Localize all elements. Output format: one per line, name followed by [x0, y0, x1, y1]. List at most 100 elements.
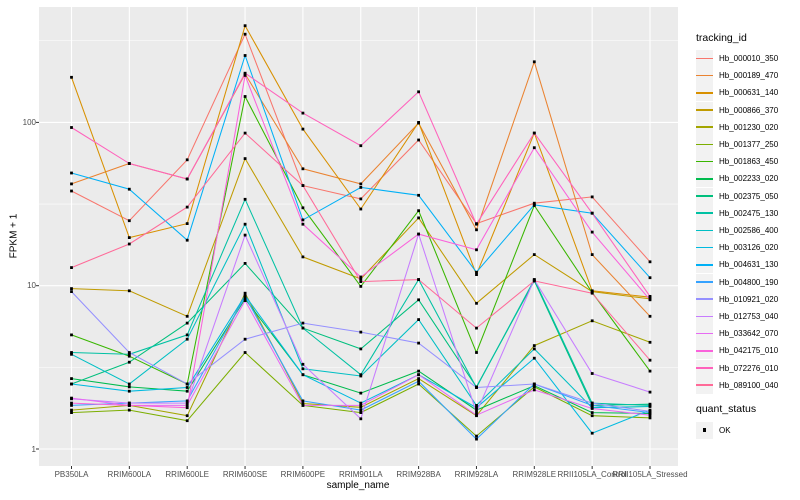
- data-point: [243, 71, 247, 75]
- data-point: [301, 218, 305, 222]
- legend-line-icon: [696, 126, 713, 129]
- data-point: [359, 401, 363, 405]
- legend-label-Hb_072276_010: Hb_072276_010: [719, 363, 779, 373]
- legend-label-Hb_042175_010: Hb_042175_010: [719, 346, 779, 356]
- legend-line-icon: [696, 109, 713, 111]
- data-point: [359, 347, 363, 351]
- data-point: [70, 266, 73, 269]
- legend-key-Hb_003126_020: [696, 239, 713, 257]
- data-point: [417, 278, 420, 281]
- legend-label-Hb_002475_130: Hb_002475_130: [719, 208, 779, 218]
- data-point: [590, 253, 594, 256]
- data-point: [243, 157, 247, 160]
- data-point: [648, 416, 652, 420]
- data-point: [532, 356, 536, 360]
- data-point: [475, 411, 478, 414]
- data-point: [648, 340, 652, 344]
- legend-key-Hb_004631_130: [696, 256, 713, 274]
- data-point: [359, 275, 363, 279]
- legend-line-icon: [696, 57, 713, 60]
- data-point: [243, 233, 247, 237]
- ok-point-icon: [702, 428, 707, 432]
- data-point: [475, 408, 478, 412]
- data-point: [301, 206, 305, 210]
- legend-line-icon: [696, 160, 713, 163]
- data-point: [243, 74, 247, 77]
- legend-key-Hb_000631_140: [696, 84, 713, 102]
- data-point: [301, 399, 305, 403]
- data-point: [359, 404, 363, 407]
- legend-label-Hb_003126_020: Hb_003126_020: [719, 243, 779, 253]
- data-point: [532, 279, 536, 283]
- x-axis-title: sample_name: [326, 480, 390, 491]
- legend-title: tracking_id: [696, 32, 747, 44]
- data-point: [359, 391, 363, 395]
- data-point: [590, 431, 594, 435]
- x-tick-label-RRII105LA_Stressed: RRII105LA_Stressed: [612, 470, 688, 479]
- x-tick-label-RRIM600LA: RRIM600LA: [107, 470, 152, 479]
- legend-key-Hb_002586_400: [696, 222, 713, 239]
- data-point: [648, 410, 652, 413]
- data-point: [70, 290, 73, 293]
- data-point: [532, 347, 536, 351]
- legend-label-Hb_012753_040: Hb_012753_040: [719, 312, 779, 321]
- data-point: [590, 195, 594, 199]
- data-point: [70, 287, 73, 290]
- data-point: [301, 255, 305, 259]
- data-point: [590, 291, 594, 295]
- data-point: [243, 32, 247, 36]
- data-point: [185, 414, 189, 418]
- data-point: [417, 318, 420, 321]
- data-point: [243, 297, 247, 301]
- data-point: [301, 222, 305, 226]
- data-point: [648, 369, 652, 373]
- data-point: [359, 330, 363, 334]
- data-point: [590, 414, 594, 418]
- data-point: [417, 232, 420, 236]
- data-point: [301, 373, 305, 377]
- data-point: [127, 401, 131, 405]
- x-tick-label-RRIM928LE: RRIM928LE: [512, 470, 557, 479]
- data-point: [475, 301, 478, 305]
- data-point: [359, 277, 363, 281]
- legend-key-Hb_010921_020: [696, 290, 713, 308]
- legend-key-Hb_000189_470: [696, 67, 713, 85]
- data-point: [417, 341, 420, 345]
- data-point: [475, 326, 478, 330]
- legend-line-icon: [696, 298, 713, 301]
- data-point: [648, 298, 652, 302]
- legend-label-Hb_002233_020: Hb_002233_020: [719, 174, 779, 184]
- legend-line-icon: [696, 92, 713, 94]
- data-point: [532, 60, 536, 64]
- data-point: [417, 373, 420, 377]
- data-point: [417, 138, 420, 142]
- data-point: [185, 205, 189, 209]
- data-point: [185, 158, 189, 162]
- legend-line-icon: [696, 367, 713, 369]
- data-point: [417, 209, 420, 213]
- y-tick-label: 100: [22, 117, 36, 127]
- data-point: [185, 419, 189, 423]
- data-point: [185, 389, 189, 393]
- data-point: [243, 54, 247, 57]
- data-point: [648, 260, 652, 264]
- data-point: [475, 351, 478, 354]
- data-point: [590, 230, 594, 234]
- data-point: [127, 385, 131, 389]
- data-point: [359, 417, 363, 421]
- legend-label-Hb_002375_050: Hb_002375_050: [719, 191, 779, 201]
- legend-label-Hb_004800_190: Hb_004800_190: [719, 277, 779, 287]
- data-point: [185, 404, 189, 407]
- legend-key-Hb_002233_020: [696, 170, 713, 188]
- legend-line-icon: [696, 74, 713, 77]
- data-point: [417, 379, 420, 383]
- data-point: [648, 390, 652, 394]
- data-point: [127, 289, 131, 293]
- legend-key-Hb_012753_040: [696, 308, 713, 325]
- data-point: [185, 406, 189, 410]
- data-point: [243, 351, 247, 354]
- data-point: [359, 207, 363, 211]
- data-point: [532, 344, 536, 347]
- legend-key-Hb_089100_040: [696, 376, 713, 394]
